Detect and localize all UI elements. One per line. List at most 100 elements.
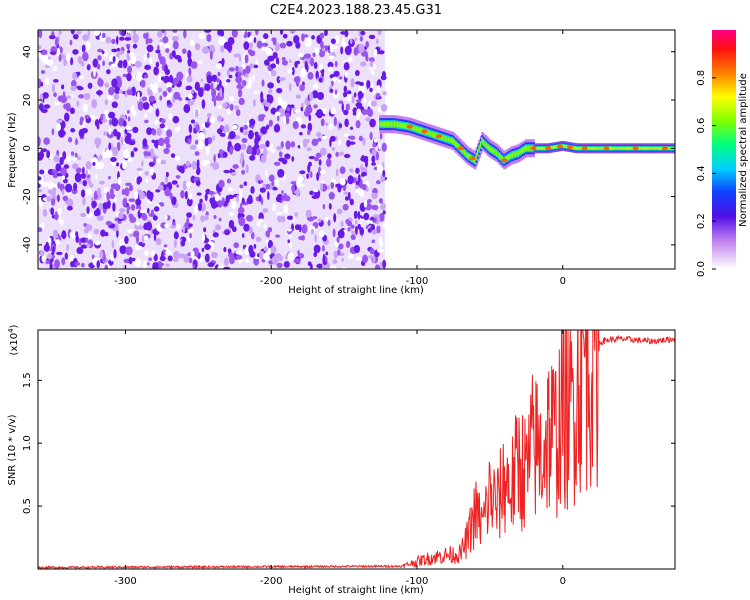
noise-blob	[40, 81, 44, 87]
noise-blob	[149, 193, 153, 202]
noise-blob	[74, 262, 81, 266]
noise-blob	[344, 45, 352, 56]
noise-blob	[327, 219, 331, 227]
noise-blob	[304, 37, 312, 48]
noise-blob	[87, 82, 93, 89]
noise-blob	[318, 77, 323, 83]
noise-blob	[131, 86, 136, 96]
noise-blob	[275, 111, 281, 116]
noise-blob	[65, 95, 72, 99]
noise-blob	[115, 35, 119, 45]
noise-blob	[309, 91, 314, 101]
noise-blob	[183, 104, 191, 114]
noise-blob	[249, 63, 255, 69]
noise-blob	[173, 91, 181, 100]
x-tick-label: -200	[260, 576, 283, 587]
noise-blob	[182, 224, 186, 234]
noise-blob	[80, 244, 88, 249]
noise-blob	[270, 149, 276, 153]
noise-blob	[344, 196, 349, 201]
noise-blob	[265, 124, 270, 130]
noise-blob	[329, 43, 334, 53]
noise-blob	[270, 245, 277, 254]
noise-blob	[204, 193, 208, 202]
noise-blob	[144, 113, 148, 118]
signal-track-segment	[404, 123, 407, 129]
noise-blob	[125, 182, 132, 186]
noise-blob	[61, 84, 65, 90]
noise-blob	[38, 150, 45, 160]
noise-blob	[245, 214, 254, 222]
noise-blob	[66, 53, 71, 62]
noise-blob	[376, 164, 384, 173]
signal-track-segment	[455, 141, 458, 147]
signal-track-segment	[452, 138, 455, 144]
x-tick-label: -100	[406, 276, 429, 287]
noise-blob	[204, 253, 210, 263]
signal-track-segment	[577, 146, 581, 150]
noise-blob	[178, 253, 185, 259]
signal-track-segment	[399, 122, 403, 128]
noise-blob	[329, 191, 334, 200]
noise-blob	[143, 250, 150, 256]
noise-blob	[116, 132, 121, 141]
signal-track-segment	[536, 146, 540, 150]
signal-track-segment	[488, 145, 492, 151]
signal-track-segment	[389, 121, 393, 127]
noise-blob	[359, 36, 364, 42]
noise-blob	[278, 157, 286, 162]
snr-y-ticks: 0.5 1.0 1.5	[22, 372, 675, 514]
noise-blob	[358, 81, 365, 86]
signal-track-segment	[517, 150, 521, 156]
noise-blob	[343, 153, 351, 159]
noise-blob	[111, 78, 118, 88]
noise-blob	[119, 30, 122, 36]
noise-blob	[365, 117, 371, 122]
noise-blob	[379, 213, 385, 221]
noise-blob	[148, 161, 155, 167]
noise-blob	[325, 251, 329, 256]
noise-blob	[375, 180, 381, 185]
noise-blob	[223, 257, 229, 266]
noise-blob	[268, 119, 273, 127]
noise-blob	[51, 168, 56, 174]
noise-blob	[104, 187, 109, 194]
noise-blob	[49, 261, 53, 269]
noise-blob	[165, 48, 170, 54]
noise-blob	[382, 259, 387, 269]
noise-blob	[38, 30, 43, 39]
noise-blob	[155, 238, 162, 246]
noise-blob	[54, 37, 59, 47]
noise-blob	[374, 264, 381, 269]
noise-blob	[313, 104, 318, 109]
noise-blob	[228, 131, 236, 140]
noise-blob	[273, 161, 281, 166]
signal-track-segment	[433, 132, 436, 138]
signal-track-segment	[621, 146, 624, 150]
noise-blob	[253, 244, 257, 249]
noise-blob	[165, 263, 170, 267]
signal-track-segment	[443, 135, 446, 141]
noise-blob	[74, 172, 82, 183]
noise-blob	[139, 209, 146, 214]
noise-blob	[177, 165, 185, 173]
noise-blob	[40, 49, 48, 56]
noise-blob	[53, 156, 60, 162]
noise-blob	[342, 203, 349, 211]
signal-hotspot	[469, 156, 476, 161]
noise-blob	[125, 125, 132, 131]
noise-blob	[124, 187, 130, 197]
noise-blob	[141, 234, 145, 244]
noise-blob	[368, 34, 376, 40]
noise-blob	[270, 69, 277, 77]
noise-blob	[246, 122, 250, 126]
noise-blob	[82, 34, 90, 41]
noise-blob	[58, 215, 62, 224]
noise-blob	[43, 104, 51, 109]
noise-blob	[64, 252, 68, 260]
noise-blob	[235, 75, 243, 84]
noise-blob	[313, 61, 318, 69]
signal-track-segment	[386, 121, 390, 127]
noise-blob	[311, 90, 319, 99]
noise-blob	[91, 157, 99, 165]
